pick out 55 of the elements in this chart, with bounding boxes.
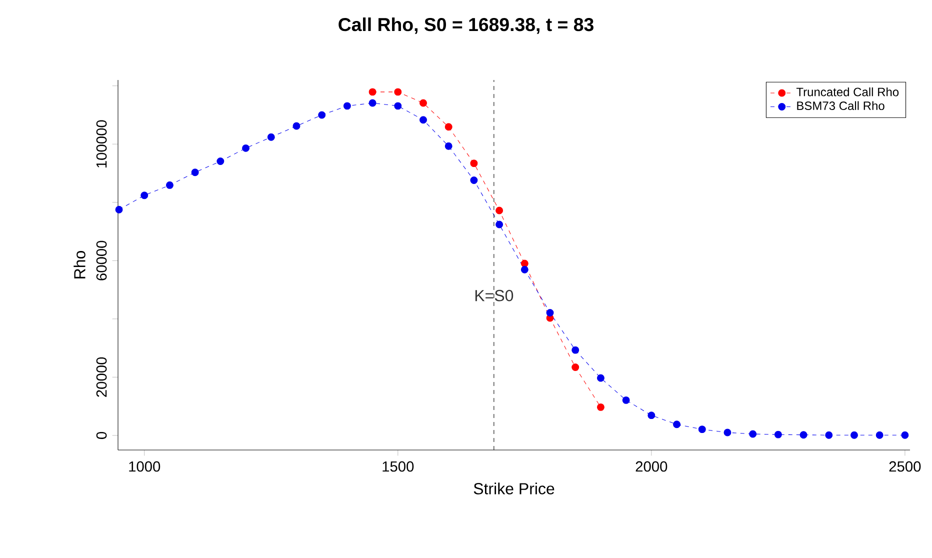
point	[546, 309, 554, 317]
x-tick-label: 1000	[129, 461, 160, 472]
point	[749, 430, 757, 438]
point	[520, 266, 528, 274]
point	[496, 206, 504, 214]
x-tick-label: 2000	[636, 461, 668, 472]
point	[368, 99, 376, 107]
point	[648, 412, 656, 420]
point	[115, 206, 123, 214]
point	[673, 420, 680, 428]
point	[850, 431, 858, 439]
point	[420, 116, 427, 124]
point	[698, 426, 706, 434]
chart-title: Call Rho, S0 = 1689.38, t = 83	[338, 17, 594, 34]
point	[572, 346, 580, 354]
y-axis-title: Rho	[74, 251, 86, 278]
point	[394, 88, 402, 96]
x-tick-label: 1500	[382, 461, 414, 472]
point	[724, 428, 732, 436]
point	[520, 260, 528, 268]
point	[470, 160, 478, 168]
point	[292, 122, 300, 130]
point	[825, 431, 833, 439]
legend-label: Truncated Call Rho	[796, 87, 899, 96]
point	[242, 144, 250, 152]
point	[444, 123, 452, 131]
point	[368, 88, 376, 96]
y-tick-label: 60000	[96, 240, 107, 280]
y-tick-label: 100000	[96, 120, 107, 168]
point	[596, 403, 604, 411]
point	[140, 192, 148, 200]
point	[470, 176, 478, 184]
annotation: K=S0	[475, 290, 514, 302]
y-tick-label: 0	[96, 432, 107, 439]
point	[166, 181, 174, 189]
x-axis-title: Strike Price	[474, 482, 554, 494]
point	[496, 220, 504, 228]
point	[572, 364, 580, 371]
point	[876, 431, 884, 439]
point	[622, 396, 630, 404]
point	[444, 142, 452, 150]
x-tick-label: 2500	[889, 461, 921, 472]
point	[267, 133, 275, 141]
point	[394, 102, 402, 110]
point	[318, 111, 326, 119]
point	[800, 431, 808, 439]
point	[420, 99, 427, 107]
point	[191, 168, 199, 176]
legend-label: BSM73 Call Rho	[797, 101, 884, 110]
point	[596, 374, 604, 382]
point	[901, 431, 909, 439]
point	[774, 430, 782, 438]
point	[216, 158, 224, 166]
y-tick-label: 20000	[96, 357, 107, 397]
point	[343, 102, 351, 110]
